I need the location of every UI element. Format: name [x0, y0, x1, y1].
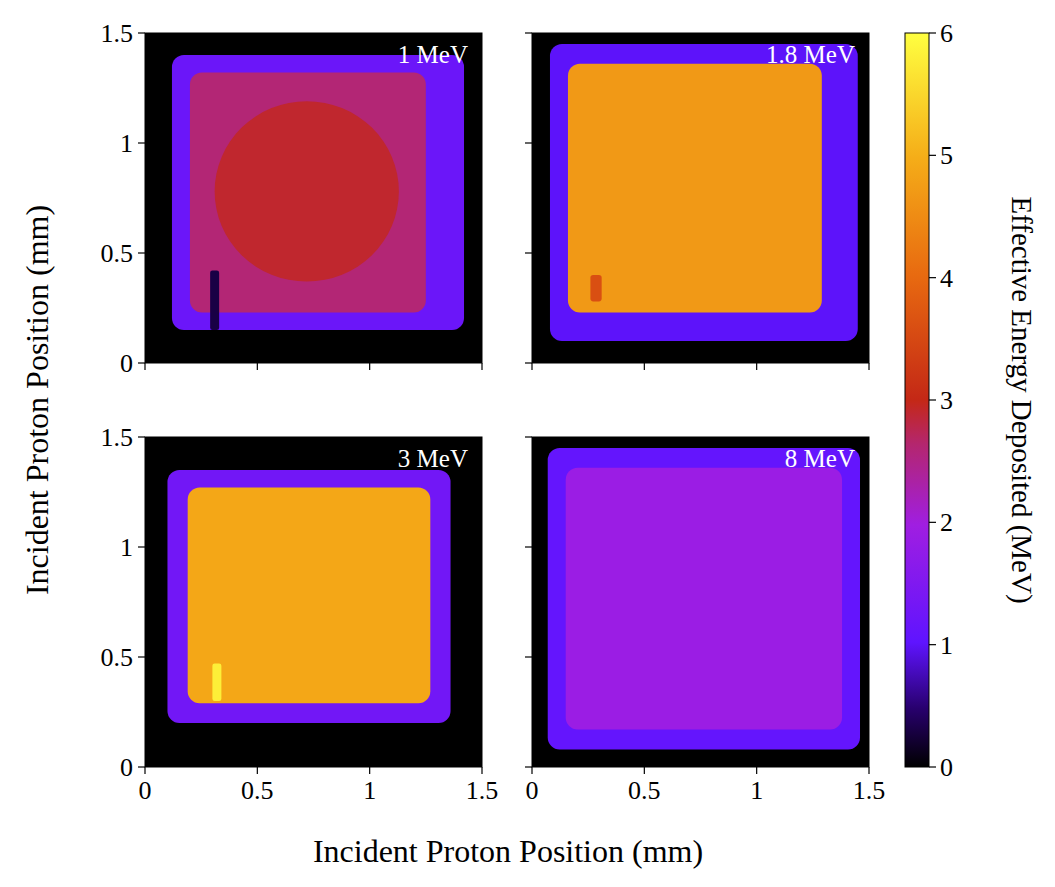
x-tick-label: 1 — [750, 776, 763, 805]
x-tick — [531, 363, 532, 370]
x-tick-label: 0 — [526, 776, 539, 805]
y-tick — [525, 546, 532, 547]
region — [532, 33, 869, 363]
y-tick-label: 1 — [120, 533, 133, 562]
region — [590, 275, 601, 301]
region — [145, 437, 482, 767]
region — [532, 437, 869, 767]
plot-area — [532, 437, 869, 767]
y-tick — [525, 252, 532, 253]
y-tick — [138, 362, 145, 363]
x-tick-label: 0.5 — [241, 776, 274, 805]
x-tick-label: 0 — [139, 776, 152, 805]
y-tick — [138, 766, 145, 767]
x-tick — [531, 767, 532, 774]
x-axis-title: Incident Proton Position (mm) — [313, 833, 703, 869]
y-tick — [138, 142, 145, 143]
x-tick — [481, 767, 482, 774]
x-tick-label: 1 — [363, 776, 376, 805]
x-tick — [144, 767, 145, 774]
panel-label: 1 MeV — [398, 41, 468, 68]
plot-area — [532, 33, 869, 363]
frame — [145, 437, 482, 767]
region — [566, 468, 842, 730]
panel-label: 8 MeV — [785, 445, 855, 472]
colorbar-tick-label: 2 — [940, 508, 953, 537]
y-tick — [138, 32, 145, 33]
region — [167, 470, 450, 723]
x-tick-label: 0.5 — [628, 776, 661, 805]
x-tick — [756, 363, 757, 370]
plot-area — [145, 437, 482, 767]
region — [190, 73, 426, 313]
colorbar-tick-label: 5 — [940, 141, 953, 170]
y-tick — [525, 362, 532, 363]
x-tick — [481, 363, 482, 370]
frame — [532, 33, 869, 363]
y-tick — [525, 142, 532, 143]
x-tick — [644, 363, 645, 370]
region — [210, 271, 219, 330]
x-tick — [868, 767, 869, 774]
y-tick-label: 1.5 — [101, 423, 134, 452]
y-tick — [525, 436, 532, 437]
colorbar-tick — [929, 766, 936, 767]
y-tick — [138, 436, 145, 437]
region — [215, 101, 399, 281]
y-tick-label: 0.5 — [101, 239, 134, 268]
colorbar-tick — [929, 644, 936, 645]
y-tick — [138, 656, 145, 657]
x-tick — [257, 363, 258, 370]
y-tick-label: 1 — [120, 129, 133, 158]
y-tick — [138, 546, 145, 547]
y-tick — [525, 32, 532, 33]
y-tick-label: 0 — [120, 753, 133, 782]
plot-area — [145, 33, 482, 363]
region — [550, 44, 858, 341]
panel-label: 1.8 MeV — [766, 41, 855, 68]
y-tick-label: 1.5 — [101, 19, 134, 48]
colorbar-tick-label: 6 — [940, 19, 953, 48]
y-tick-label: 0 — [120, 349, 133, 378]
colorbar-tick-label: 4 — [940, 264, 953, 293]
region — [568, 64, 822, 313]
panel-label: 3 MeV — [398, 445, 468, 472]
frame — [145, 33, 482, 363]
x-tick-label: 1.5 — [853, 776, 886, 805]
colorbar-tick-label: 0 — [940, 753, 953, 782]
x-tick — [369, 363, 370, 370]
region — [212, 664, 221, 701]
colorbar — [905, 33, 929, 767]
colorbar-tick-label: 3 — [940, 386, 953, 415]
colorbar-tick — [929, 522, 936, 523]
figure: 0 0.5 1 1.5 1 MeV 1.8 MeV 0 0.5 1 1.5 0 0.5 1 1.5 3 Me… — [0, 0, 1055, 887]
colorbar-tick — [929, 32, 936, 33]
y-tick — [138, 252, 145, 253]
frame — [532, 437, 869, 767]
x-tick — [144, 363, 145, 370]
y-axis-title: Incident Proton Position (mm) — [19, 205, 55, 595]
region — [188, 488, 431, 704]
x-tick — [369, 767, 370, 774]
region — [172, 55, 464, 330]
colorbar-title: Effective Energy Deposited (MeV) — [1005, 196, 1038, 603]
colorbar-tick — [929, 155, 936, 156]
x-tick-label: 1.5 — [466, 776, 499, 805]
colorbar-tick — [929, 399, 936, 400]
x-tick — [644, 767, 645, 774]
region — [145, 33, 482, 363]
colorbar-tick — [929, 277, 936, 278]
x-tick — [868, 363, 869, 370]
colorbar-tick-label: 1 — [940, 631, 953, 660]
y-tick — [525, 656, 532, 657]
y-tick-label: 0.5 — [101, 643, 134, 672]
x-tick — [756, 767, 757, 774]
y-tick — [525, 766, 532, 767]
x-tick — [257, 767, 258, 774]
region — [548, 448, 860, 749]
